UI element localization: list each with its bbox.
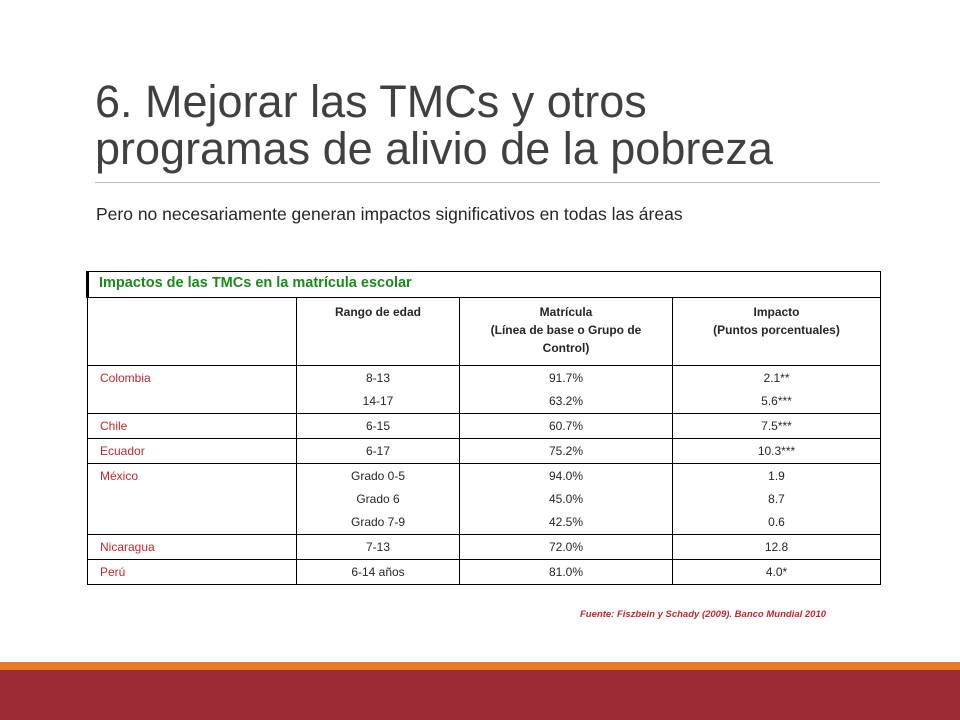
age-cell: 6-14 años [296, 559, 460, 585]
slide-title: 6. Mejorar las TMCs y otros programas de… [95, 78, 895, 172]
table-row: Ecuador 6-17 75.2% 10.3*** [87, 438, 881, 464]
enrollment-value: 94.0% [548, 469, 584, 483]
age-value: 14-17 [362, 394, 394, 408]
impact-value: 8.7 [768, 492, 785, 506]
age-value: 8-13 [365, 371, 391, 385]
table-row: Nicaragua 7-13 72.0% 12.8 [87, 534, 881, 560]
age-value: 6-15 [365, 419, 391, 433]
column-header-age: Rango de edad [296, 297, 460, 366]
impact-value: 7.5*** [761, 419, 792, 433]
age-value: 7-13 [365, 540, 391, 554]
enrollment-cell: 60.7% [459, 413, 673, 439]
impact-cell: 2.1** 5.6*** [672, 365, 881, 414]
enrollment-cell: 72.0% [459, 534, 673, 560]
age-value: Grado 0-5 [350, 469, 406, 483]
footer-bar [0, 670, 960, 720]
enrollment-value: 75.2% [548, 444, 584, 458]
table-body: Colombia 8-13 14-17 91.7% 63.2% 2.1** 5.6*** Ch… [87, 365, 881, 585]
table-caption: Impactos de las TMCs en la matrícula esc… [86, 271, 881, 298]
country-cell: Chile [87, 413, 297, 439]
table-row: Colombia 8-13 14-17 91.7% 63.2% 2.1** 5.6*** [87, 365, 881, 414]
age-cell: Grado 0-5 Grado 6 Grado 7-9 [296, 463, 460, 535]
country-cell: México [87, 463, 297, 535]
column-header-enrollment-subtitle: (Línea de base o Grupo de Control) [490, 323, 642, 355]
country-cell: Ecuador [87, 438, 297, 464]
impact-cell: 1.9 8.7 0.6 [672, 463, 881, 535]
enrollment-cell: 81.0% [459, 559, 673, 585]
title-divider [95, 182, 880, 183]
enrollment-cell: 75.2% [459, 438, 673, 464]
enrollment-value: 81.0% [548, 565, 584, 579]
enrollment-value: 42.5% [548, 515, 584, 529]
age-cell: 6-15 [296, 413, 460, 439]
age-value: Grado 6 [356, 492, 400, 506]
table-row: México Grado 0-5 Grado 6 Grado 7-9 94.0% 45.0… [87, 463, 881, 535]
table-row: Chile 6-15 60.7% 7.5*** [87, 413, 881, 439]
enrollment-value: 63.2% [548, 394, 584, 408]
column-header-impact-subtitle: (Puntos porcentuales) [713, 323, 840, 337]
age-value: Grado 7-9 [350, 515, 406, 529]
age-cell: 8-13 14-17 [296, 365, 460, 414]
impact-table: Impactos de las TMCs en la matrícula esc… [86, 271, 881, 585]
impact-value: 12.8 [764, 540, 789, 554]
country-cell: Perú [87, 559, 297, 585]
column-header-enrollment-title: Matrícula [539, 305, 593, 319]
impact-cell: 7.5*** [672, 413, 881, 439]
enrollment-value: 60.7% [548, 419, 584, 433]
impact-value: 2.1** [763, 371, 790, 385]
impact-value: 10.3*** [757, 444, 796, 458]
enrollment-value: 91.7% [548, 371, 584, 385]
footer-accent-stripe [0, 662, 960, 670]
impact-value: 5.6*** [761, 394, 792, 408]
source-note: Fuente: Fiszbein y Schady (2009). Banco … [580, 609, 827, 620]
column-header-country [87, 297, 297, 366]
impact-cell: 12.8 [672, 534, 881, 560]
impact-cell: 10.3*** [672, 438, 881, 464]
column-header-impact: Impacto (Puntos porcentuales) [672, 297, 881, 366]
impact-value: 0.6 [768, 515, 785, 529]
table-caption-row: Impactos de las TMCs en la matrícula esc… [86, 271, 881, 298]
impact-value: 1.9 [768, 469, 785, 483]
country-cell: Colombia [87, 365, 297, 414]
enrollment-value: 72.0% [548, 540, 584, 554]
age-value: 6-17 [365, 444, 391, 458]
slide-title-line-2: programas de alivio de la pobreza [95, 123, 773, 174]
age-value: 6-14 años [351, 565, 405, 579]
enrollment-cell: 91.7% 63.2% [459, 365, 673, 414]
impact-value: 4.0* [765, 565, 788, 579]
age-cell: 7-13 [296, 534, 460, 560]
column-header-enrollment: Matrícula (Línea de base o Grupo de Cont… [459, 297, 673, 366]
slide-subtitle: Pero no necesariamente generan impactos … [96, 204, 683, 224]
enrollment-value: 45.0% [548, 492, 584, 506]
age-cell: 6-17 [296, 438, 460, 464]
table-row: Perú 6-14 años 81.0% 4.0* [87, 559, 881, 585]
country-cell: Nicaragua [87, 534, 297, 560]
enrollment-cell: 94.0% 45.0% 42.5% [459, 463, 673, 535]
slide-title-line-1: 6. Mejorar las TMCs y otros [95, 76, 647, 127]
column-header-impact-title: Impacto [753, 305, 800, 319]
impact-cell: 4.0* [672, 559, 881, 585]
column-header-row: Rango de edad Matrícula (Línea de base o… [87, 297, 881, 366]
